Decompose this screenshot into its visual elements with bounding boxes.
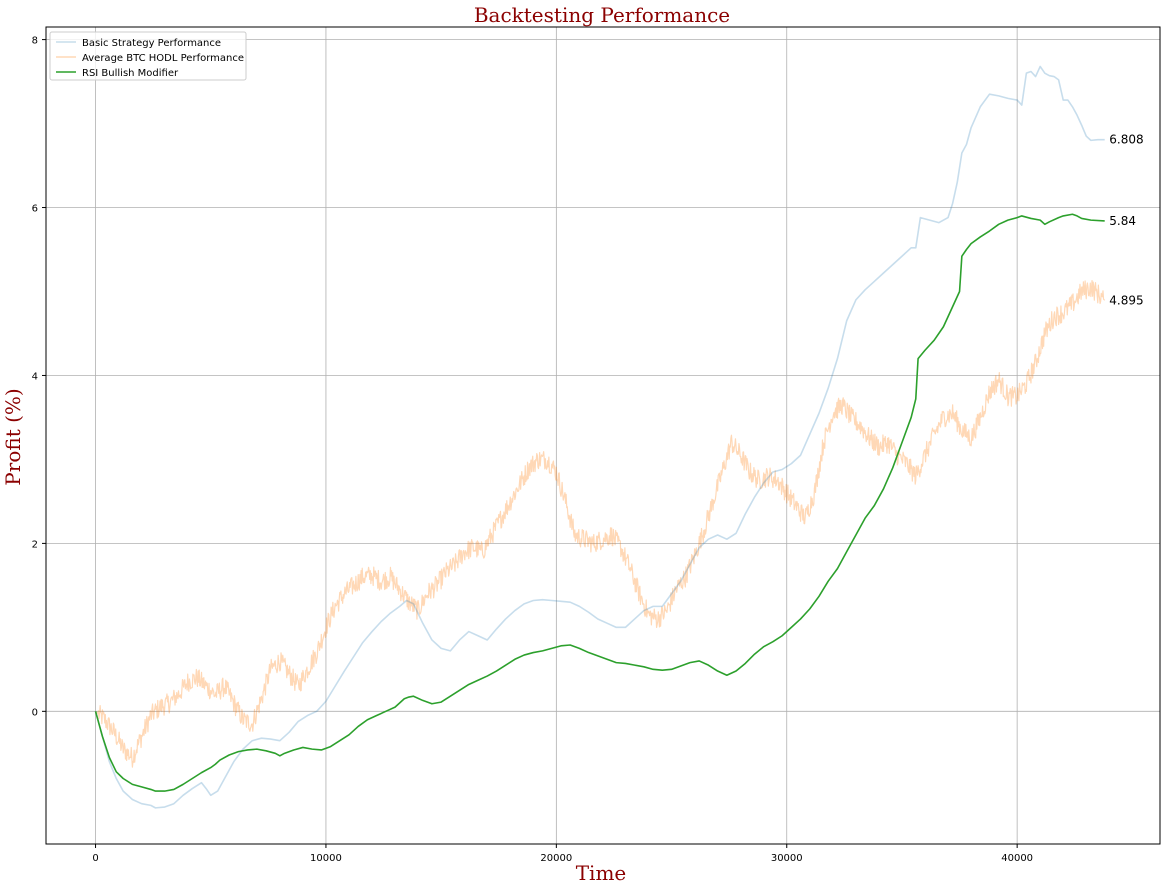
x-axis-label: Time [576,861,627,885]
plot-frame [45,26,1161,845]
legend-label: RSI Bullish Modifier [82,68,179,79]
x-tick-label: 10000 [310,853,342,864]
axis-ticks: 0 10000 20000 30000 40000 0 2 4 6 8 [32,36,1033,864]
end-labels: 4.895 6.808 5.84 [1109,133,1143,308]
y-tick-label: 2 [32,539,38,550]
y-tick-label: 8 [32,36,38,47]
end-value-label: 6.808 [1109,133,1143,147]
end-value-label: 4.895 [1109,293,1143,307]
legend-box [49,31,247,81]
y-tick-label: 0 [32,707,38,718]
legend: Basic Strategy Performance Average BTC HO… [49,31,247,81]
y-tick-label: 4 [32,371,38,382]
x-tick-label: 40000 [1001,853,1033,864]
grid [46,27,1160,844]
series-line-rsi-bullish-modifier [94,213,1105,792]
x-tick-label: 30000 [771,853,803,864]
y-tick-label: 6 [32,204,38,215]
end-value-label: 5.84 [1109,214,1136,228]
legend-label: Average BTC HODL Performance [82,53,244,64]
chart-title: Backtesting Performance [474,3,730,27]
series-line-basic-strategy-performance [94,65,1105,809]
legend-label: Basic Strategy Performance [82,38,221,49]
series-lines [94,65,1106,809]
series-line-average-btc-hodl-performance [95,279,1106,768]
x-tick-label: 0 [92,853,98,864]
x-tick-label: 20000 [540,853,572,864]
y-axis-label: Profit (%) [1,388,25,485]
